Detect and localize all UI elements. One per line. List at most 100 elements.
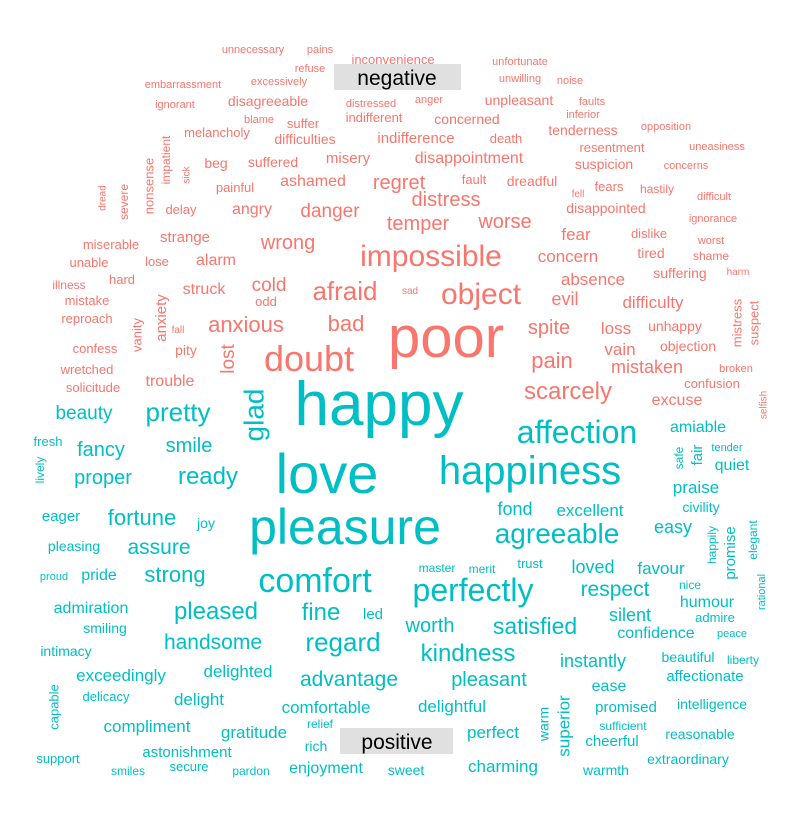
word-fine: fine <box>302 599 341 626</box>
word-easy: easy <box>654 517 692 537</box>
word-love: love <box>276 442 379 505</box>
word-promised: promised <box>595 699 657 716</box>
word-lost: lost <box>218 344 239 374</box>
word-concerns: concerns <box>664 160 709 172</box>
word-handsome: handsome <box>164 631 262 654</box>
word-object: object <box>441 278 522 311</box>
word-worth: worth <box>405 615 455 637</box>
word-beg: beg <box>204 155 227 171</box>
word-afraid: afraid <box>312 276 377 306</box>
word-kindness: kindness <box>421 640 516 667</box>
word-inferior: inferior <box>566 109 600 121</box>
word-exceedingly: exceedingly <box>76 666 166 685</box>
word-excellent: excellent <box>556 501 623 520</box>
word-perfectly: perfectly <box>413 572 534 608</box>
word-temper: temper <box>387 213 450 235</box>
word-charming: charming <box>468 757 538 776</box>
word-agreeable: agreeable <box>495 518 620 549</box>
word-suffer: suffer <box>287 116 320 131</box>
word-intelligence: intelligence <box>677 696 747 712</box>
word-wrong: wrong <box>260 232 315 254</box>
word-tired: tired <box>637 245 664 261</box>
word-silent: silent <box>609 605 651 625</box>
word-pleasing: pleasing <box>48 538 100 554</box>
word-difficulties: difficulties <box>274 131 335 147</box>
word-instantly: instantly <box>560 651 626 671</box>
word-regret: regret <box>373 172 426 194</box>
word-eager: eager <box>42 508 80 525</box>
word-secure: secure <box>169 759 208 774</box>
word-promise: promise <box>722 526 739 579</box>
word-fears: fears <box>595 179 624 194</box>
word-worse: worse <box>477 211 531 233</box>
word-quiet: quiet <box>715 457 750 474</box>
word-beauty: beauty <box>55 403 113 424</box>
word-comfortable: comfortable <box>282 698 371 717</box>
word-suspicion: suspicion <box>575 156 633 172</box>
word-admire: admire <box>695 610 735 625</box>
word-excessively: excessively <box>251 76 308 88</box>
word-satisfied: satisfied <box>493 613 577 639</box>
word-distress: distress <box>412 189 481 211</box>
word-safe: safe <box>672 446 686 469</box>
word-fell: fell <box>572 189 585 200</box>
word-warm: warm <box>536 707 552 742</box>
word-indifference: indifference <box>377 130 454 147</box>
word-selfish: selfish <box>759 391 770 419</box>
word-cheerful: cheerful <box>585 733 638 750</box>
word-peace: peace <box>717 628 747 640</box>
word-ashamed: ashamed <box>280 173 346 190</box>
word-happy: happy <box>295 370 464 439</box>
word-mistaken: mistaken <box>611 357 683 377</box>
word-mistake: mistake <box>65 293 110 308</box>
word-hard: hard <box>109 272 135 287</box>
word-humour: humour <box>680 594 735 611</box>
word-intimacy: intimacy <box>40 643 91 659</box>
word-pleasure: pleasure <box>249 499 441 555</box>
word-reasonable: reasonable <box>665 726 734 742</box>
word-fond: fond <box>497 499 532 519</box>
word-perfect: perfect <box>467 723 519 742</box>
word-refuse: refuse <box>295 63 326 75</box>
word-embarrassment: embarrassment <box>145 79 221 91</box>
word-assure: assure <box>127 536 190 559</box>
word-impossible: impossible <box>360 240 502 273</box>
word-smiling: smiling <box>83 620 127 636</box>
word-pardon: pardon <box>232 764 269 778</box>
word-broken: broken <box>719 363 753 375</box>
word-smile: smile <box>166 435 213 457</box>
word-confidence: confidence <box>617 625 694 642</box>
word-delightful: delightful <box>418 697 486 716</box>
word-comfort: comfort <box>258 562 372 600</box>
word-beautiful: beautiful <box>662 649 715 665</box>
word-proper: proper <box>74 467 132 489</box>
word-struck: struck <box>183 281 227 298</box>
word-fault: fault <box>462 172 487 187</box>
word-fair: fair <box>689 445 706 466</box>
word-excuse: excuse <box>652 392 703 409</box>
word-led: led <box>363 606 383 623</box>
word-difficult: difficult <box>697 191 731 203</box>
word-odd: odd <box>255 294 277 309</box>
word-happiness: happiness <box>439 449 621 493</box>
word-loved: loved <box>571 557 614 577</box>
word-anger: anger <box>415 94 443 106</box>
word-anxiety: anxiety <box>153 294 170 342</box>
word-happily: happily <box>705 526 719 564</box>
word-capable: capable <box>46 684 61 730</box>
word-absence: absence <box>561 270 625 289</box>
word-suffered: suffered <box>248 154 298 170</box>
word-sufficient: sufficient <box>599 719 647 733</box>
word-unable: unable <box>69 255 108 270</box>
word-painful: painful <box>216 180 254 195</box>
word-severe: severe <box>117 184 131 220</box>
word-spite: spite <box>528 317 570 339</box>
word-wretched: wretched <box>60 362 114 377</box>
word-warmth: warmth <box>582 762 629 778</box>
word-civility: civility <box>682 499 719 515</box>
word-unwilling: unwilling <box>499 73 541 85</box>
word-fancy: fancy <box>77 439 125 461</box>
word-ease: ease <box>592 678 627 695</box>
word-doubt: doubt <box>264 338 354 379</box>
word-inconvenience: inconvenience <box>351 52 434 67</box>
